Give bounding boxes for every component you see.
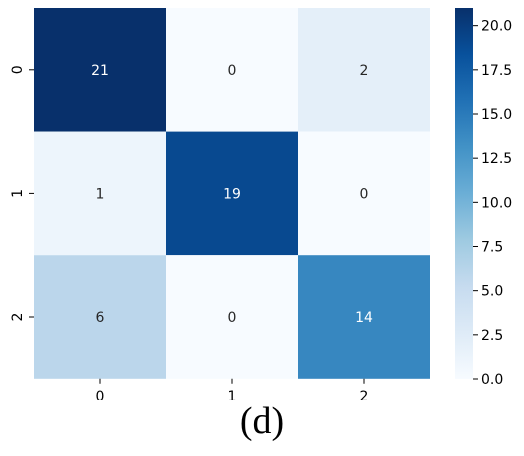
colorbar-tick-label: 0.0 [481,372,503,388]
colorbar-tick-label: 12.5 [481,151,512,167]
colorbar-tick-label: 20.0 [481,19,512,35]
heatmap-cell [298,131,430,256]
x-tick-label: 2 [360,389,369,400]
cell-value-label: 0 [228,310,237,326]
x-tick-label: 1 [228,389,237,400]
heatmap-cell [166,131,298,256]
heatmap-cell [34,131,166,256]
heatmap-cell [166,8,298,132]
colorbar-tick-label: 17.5 [481,63,512,79]
colorbar-tick-label: 7.5 [481,240,503,256]
x-axis: 0 1 2 [96,378,369,400]
cell-value-label: 0 [360,186,369,202]
cell-value-label: 21 [91,63,109,79]
colorbar-tick-label: 5.0 [481,284,503,300]
cell-value-label: 6 [96,310,105,326]
cell-value-label: 19 [223,186,241,202]
x-tick-label: 0 [96,389,105,400]
heatmap-cell [34,255,166,379]
figure-caption: (d) [239,400,285,442]
heatmap-cell [298,8,430,132]
colorbar-tick-label: 15.0 [481,107,512,123]
y-tick-label: 2 [10,313,26,322]
y-axis: 0 1 2 [10,65,34,321]
cell-value-label: 14 [355,310,373,326]
colorbar-tick-label: 2.5 [481,328,503,344]
y-tick-label: 1 [10,189,26,198]
heatmap-cell [34,8,166,132]
cell-value-label: 2 [360,63,369,79]
colorbar-axis: 0.0 2.5 5.0 7.5 10.0 12.5 15.0 17.5 20.0 [473,19,512,388]
heatmap-cells [34,8,430,379]
y-tick-label: 0 [10,65,26,74]
cell-value-label: 0 [228,63,237,79]
colorbar [455,8,473,379]
cell-value-label: 1 [96,186,105,202]
heatmap-cell-labels: 21 0 21 19 06 0 14 [91,63,373,326]
heatmap-cell [298,255,430,379]
colorbar-tick-label: 10.0 [481,195,512,211]
heatmap-cell [166,255,298,379]
